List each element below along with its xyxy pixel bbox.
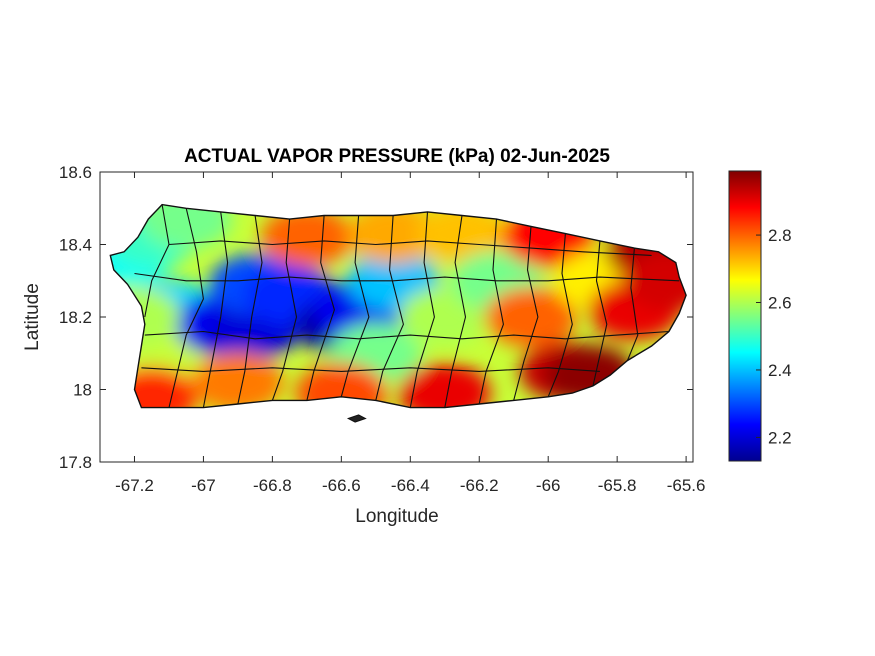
municipality-boundary-16: [144, 330, 669, 340]
x-tick-label: -66.4: [391, 476, 430, 495]
y-tick-label: 17.8: [59, 453, 92, 472]
municipality-boundary-3: [237, 215, 263, 405]
municipality-boundary-1: [168, 208, 204, 408]
municipality-boundary-4: [271, 219, 298, 401]
x-tick-label: -66.2: [460, 476, 499, 495]
chart-title: ACTUAL VAPOR PRESSURE (kPa) 02-Jun-2025: [184, 146, 610, 167]
colorbar-tick-label: 2.4: [768, 361, 792, 380]
municipality-boundary-18: [168, 240, 652, 256]
x-tick-label: -66.6: [322, 476, 361, 495]
municipality-boundary-15: [134, 272, 680, 282]
municipality-boundary-9: [444, 215, 467, 408]
x-tick-label: -67: [191, 476, 216, 495]
x-tick-label: -67.2: [115, 476, 154, 495]
municipality-boundary-0: [144, 204, 170, 318]
municipality-boundary-7: [375, 215, 404, 401]
municipality-boundary-5: [306, 215, 335, 401]
municipality-boundary-10: [478, 219, 504, 405]
municipality-boundary-17: [141, 367, 600, 372]
field-sample-18: [398, 363, 491, 408]
municipality-boundary-14: [626, 248, 639, 361]
y-tick-label: 18: [73, 381, 92, 400]
field-sample-2: [140, 204, 233, 250]
municipality-boundary-11: [513, 226, 539, 401]
y-tick-label: 18.6: [59, 163, 92, 182]
offshore-islet: [346, 414, 367, 423]
x-axis-ticks: -67.2 -67 -66.8 -66.6 -66.4 -66.2 -66 -65.8 -65.…: [115, 172, 705, 495]
x-tick-label: -65.6: [667, 476, 706, 495]
field-sample-28: [191, 352, 284, 408]
colorbar-ticks: 2.2 2.4 2.6 2.8: [756, 226, 792, 447]
municipality-boundary-8: [409, 211, 435, 408]
field-sample-29: [295, 363, 388, 408]
y-axis-ticks: 17.8 18 18.2 18.4 18.6: [59, 163, 693, 472]
field-sample-15: [347, 204, 440, 264]
y-axis-label: Latitude: [22, 283, 43, 351]
x-axis-label: Longitude: [355, 506, 438, 527]
x-tick-label: -65.8: [598, 476, 637, 495]
municipality-boundary-2: [202, 211, 229, 408]
y-tick-label: 18.2: [59, 308, 92, 327]
municipality-boundaries: [134, 204, 680, 408]
colorbar: [728, 170, 762, 462]
field-sample-10: [260, 207, 353, 268]
colorbar-tick-label: 2.6: [768, 294, 792, 313]
y-tick-label: 18.4: [59, 236, 92, 255]
x-tick-label: -66: [536, 476, 561, 495]
municipality-boundary-12: [547, 233, 573, 398]
colorbar-tick-label: 2.2: [768, 428, 792, 447]
municipality-boundary-13: [592, 240, 608, 387]
field-sample-21: [485, 287, 577, 347]
municipality-boundary-6: [340, 215, 370, 397]
coastline: [109, 203, 687, 409]
x-tick-label: -66.8: [253, 476, 292, 495]
colorbar-tick-label: 2.8: [768, 226, 792, 245]
